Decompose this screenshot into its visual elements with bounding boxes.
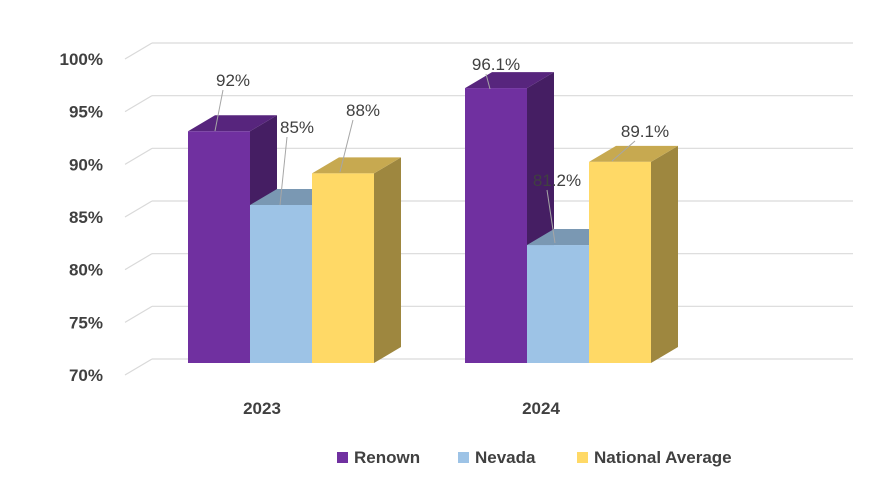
legend-label: Renown — [354, 448, 420, 467]
legend-swatch — [337, 452, 348, 463]
legend: Renown Nevada National Average — [337, 448, 732, 467]
gridline-depth — [124, 42, 153, 60]
bar-front — [589, 161, 651, 363]
gridline-depth — [124, 200, 153, 218]
bar-top — [188, 115, 277, 132]
gridline-depth — [124, 147, 153, 165]
data-label: 81.2% — [533, 171, 581, 190]
x-tick-label: 2023 — [243, 399, 281, 418]
gridline-depth — [124, 358, 153, 376]
leader-line — [546, 189, 556, 244]
bar-front — [312, 173, 374, 363]
x-axis-tick-labels: 2023 2024 — [243, 399, 560, 418]
legend-swatch — [577, 452, 588, 463]
bar-side — [374, 157, 401, 363]
data-label: 85% — [280, 118, 314, 137]
leader-line — [214, 89, 224, 132]
leader-line — [485, 73, 491, 90]
legend-item: Renown — [337, 448, 420, 467]
bar — [589, 145, 678, 363]
y-tick-label: 70% — [69, 366, 103, 385]
y-tick-label: 90% — [69, 155, 103, 174]
leader-line — [611, 140, 636, 162]
y-tick-label: 75% — [69, 313, 103, 332]
bar-front — [527, 245, 589, 363]
y-axis-tick-labels: 70% 75% 80% 85% 90% 95% 100% — [60, 50, 103, 385]
legend-label: National Average — [594, 448, 732, 467]
gridline-depth — [124, 253, 153, 271]
y-tick-label: 95% — [69, 103, 103, 122]
bar-front — [188, 131, 250, 363]
legend-item: National Average — [577, 448, 732, 467]
leader-line — [279, 136, 288, 206]
bar-front — [465, 88, 527, 363]
leader-line — [339, 119, 354, 173]
y-tick-label: 85% — [69, 208, 103, 227]
y-tick-label: 100% — [60, 50, 103, 69]
bars: 92% 85% 88% 96.1% 81.2% 89.1% — [188, 55, 678, 364]
bar-top — [312, 157, 401, 174]
bar-front — [250, 205, 312, 363]
data-label: 92% — [216, 71, 250, 90]
data-label: 89.1% — [621, 122, 669, 141]
x-tick-label: 2024 — [522, 399, 560, 418]
gridline-depth — [124, 305, 153, 323]
legend-label: Nevada — [475, 448, 536, 467]
data-label: 96.1% — [472, 55, 520, 74]
bar-top — [589, 145, 678, 162]
legend-swatch — [458, 452, 469, 463]
gridline-depth — [124, 95, 153, 113]
bar-side — [651, 145, 678, 363]
bar — [312, 157, 401, 363]
legend-item: Nevada — [458, 448, 536, 467]
data-label: 88% — [346, 101, 380, 120]
bar-top — [465, 72, 554, 89]
y-tick-label: 80% — [69, 261, 103, 280]
